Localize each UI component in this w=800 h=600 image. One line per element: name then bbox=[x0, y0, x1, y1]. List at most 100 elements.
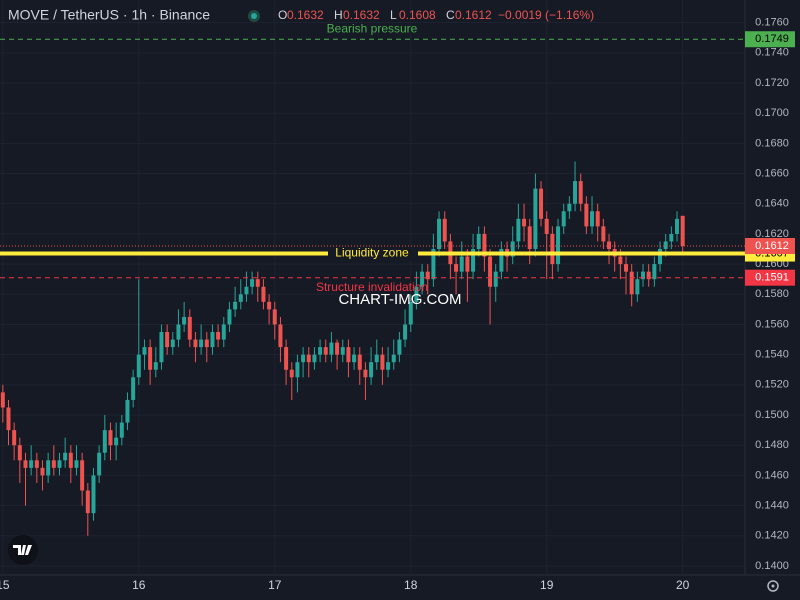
candle-body bbox=[663, 241, 668, 250]
gear-center[interactable] bbox=[771, 584, 775, 588]
y-tick-label: 0.1660 bbox=[755, 167, 789, 179]
candle-body bbox=[74, 460, 79, 468]
candle-body bbox=[471, 249, 476, 272]
candle-body bbox=[187, 316, 192, 340]
candle-body bbox=[346, 347, 351, 363]
candle-body bbox=[635, 279, 640, 295]
candle-body bbox=[199, 339, 204, 348]
candle-body bbox=[437, 218, 442, 250]
candle-body bbox=[165, 332, 170, 348]
candle-body bbox=[136, 354, 141, 378]
ohlc-label: L bbox=[390, 8, 397, 22]
chart-title: MOVE / TetherUS · 1h · Binance bbox=[8, 7, 210, 23]
candle-body bbox=[624, 264, 629, 272]
ohlc-value: 0.1632 bbox=[287, 8, 324, 22]
candle-body bbox=[420, 271, 425, 287]
candle-body bbox=[301, 354, 306, 363]
candle-body bbox=[499, 249, 504, 272]
candle-body bbox=[510, 241, 515, 257]
ohlc-value: 0.1632 bbox=[343, 8, 380, 22]
candle-body bbox=[527, 226, 532, 250]
candle-body bbox=[573, 181, 578, 204]
candle-body bbox=[46, 460, 51, 476]
candle-body bbox=[114, 437, 119, 446]
candle-body bbox=[380, 354, 385, 370]
level-label: Bearish pressure bbox=[327, 21, 418, 35]
candle-body bbox=[335, 342, 340, 355]
candle-body bbox=[652, 264, 657, 280]
settings-icon[interactable] bbox=[767, 580, 779, 592]
candle-body bbox=[267, 301, 272, 310]
x-tick-label: 19 bbox=[540, 578, 554, 592]
y-tick-label: 0.1560 bbox=[755, 318, 789, 330]
candle-body bbox=[556, 226, 561, 265]
candle-body bbox=[295, 362, 300, 378]
candle-body bbox=[108, 430, 113, 446]
candle-body bbox=[278, 324, 283, 348]
x-tick-label: 18 bbox=[404, 578, 418, 592]
y-tick-label: 0.1620 bbox=[755, 228, 789, 240]
candle-body bbox=[641, 271, 646, 280]
candle-body bbox=[250, 279, 255, 287]
y-tick-label: 0.1540 bbox=[755, 349, 789, 361]
candle-body bbox=[119, 422, 124, 438]
y-tick-label: 0.1440 bbox=[755, 499, 789, 511]
candle-body bbox=[544, 218, 549, 234]
candle-body bbox=[34, 460, 39, 468]
y-tick-label: 0.1720 bbox=[755, 77, 789, 89]
candle-body bbox=[578, 181, 583, 204]
candle-body bbox=[142, 347, 147, 355]
candle-body bbox=[97, 452, 102, 476]
candle-body bbox=[357, 354, 362, 370]
candle-body bbox=[91, 475, 96, 514]
candle-body bbox=[454, 264, 459, 272]
candle-body bbox=[227, 309, 232, 325]
candle-body bbox=[68, 452, 73, 468]
candle-body bbox=[244, 286, 249, 295]
gear[interactable] bbox=[767, 580, 779, 592]
candle-body bbox=[340, 347, 345, 355]
candle-body bbox=[12, 430, 17, 446]
y-tick-label: 0.1400 bbox=[755, 560, 789, 572]
candle-body bbox=[17, 445, 22, 461]
candle-body bbox=[408, 301, 413, 325]
candle-body bbox=[431, 249, 436, 280]
y-tick-label: 0.1520 bbox=[755, 379, 789, 391]
candle-body bbox=[425, 271, 430, 280]
logo-mark bbox=[13, 545, 32, 555]
candle-body bbox=[488, 256, 493, 287]
candle-body bbox=[442, 218, 447, 242]
candle-body bbox=[125, 399, 130, 423]
candle-body bbox=[522, 218, 527, 227]
candle-body bbox=[159, 332, 164, 363]
candle-body bbox=[193, 339, 198, 348]
candle-body bbox=[584, 203, 589, 227]
candle-body bbox=[170, 339, 175, 348]
x-tick-label: 16 bbox=[132, 578, 146, 592]
plot bbox=[0, 161, 685, 536]
candle-body bbox=[595, 211, 600, 227]
candle-body bbox=[0, 392, 5, 408]
candle-body bbox=[176, 324, 181, 340]
candle-body bbox=[403, 324, 408, 340]
candle-body bbox=[261, 286, 266, 302]
candle-body bbox=[329, 342, 334, 355]
candle-body bbox=[516, 218, 521, 242]
price-tag-label: 0.1749 bbox=[755, 33, 789, 45]
candle-body bbox=[352, 354, 357, 363]
candle-body bbox=[386, 362, 391, 370]
y-tick-label: 0.1700 bbox=[755, 107, 789, 119]
candle-body bbox=[40, 467, 45, 476]
candle-body bbox=[369, 362, 374, 378]
candle-body bbox=[284, 347, 289, 370]
candle-body bbox=[561, 211, 566, 227]
y-tick-label: 0.1740 bbox=[755, 47, 789, 59]
y-tick-label: 0.1580 bbox=[755, 288, 789, 300]
candle-body bbox=[204, 339, 209, 348]
candle-body bbox=[323, 347, 328, 355]
candle-body bbox=[465, 256, 470, 272]
candle-body bbox=[318, 347, 323, 355]
candle-body bbox=[57, 460, 62, 468]
